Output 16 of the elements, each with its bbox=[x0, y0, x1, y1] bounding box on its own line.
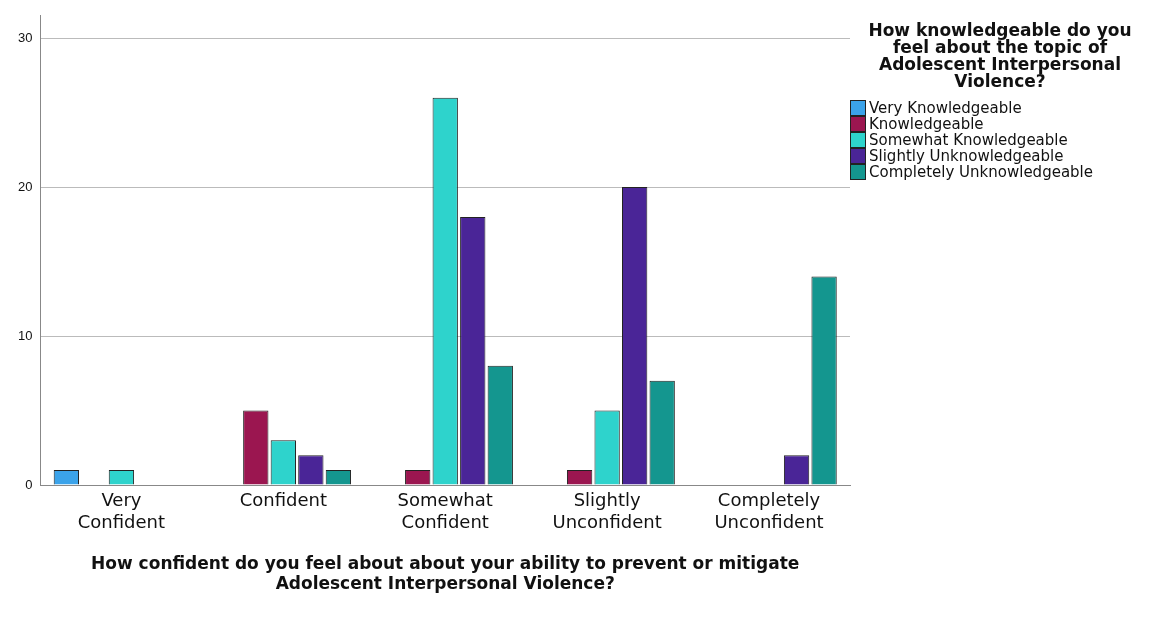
y-tick-label: 10 bbox=[17, 327, 33, 343]
x-tick-label: Completely Unconfident bbox=[714, 489, 824, 533]
legend-label: Somewhat Knowledgeable bbox=[869, 131, 1068, 149]
y-tick-label: 0 bbox=[25, 476, 33, 492]
x-tick-label: Confident bbox=[239, 489, 327, 511]
x-axis-title: How confident do you feel about about your ability to prevent or mitigate Adolescent Interpersonal Violence? bbox=[91, 552, 800, 594]
legend-label: Slightly Unknowledgeable bbox=[869, 147, 1064, 165]
x-tick-label: Slightly Unconfident bbox=[552, 489, 662, 533]
legend-title: How knowledgeable do you feel about the topic of Adolescent Interpersonal Violence? bbox=[867, 20, 1133, 91]
y-tick-label: 30 bbox=[17, 29, 33, 45]
legend-label: Very Knowledgeable bbox=[869, 99, 1022, 117]
x-tick-label: Very Confident bbox=[77, 489, 166, 533]
x-tick-label: Somewhat Confident bbox=[397, 489, 493, 533]
y-tick-label: 20 bbox=[17, 178, 33, 194]
legend-label: Completely Unknowledgeable bbox=[869, 163, 1094, 181]
legend-label: Knowledgeable bbox=[869, 115, 984, 133]
